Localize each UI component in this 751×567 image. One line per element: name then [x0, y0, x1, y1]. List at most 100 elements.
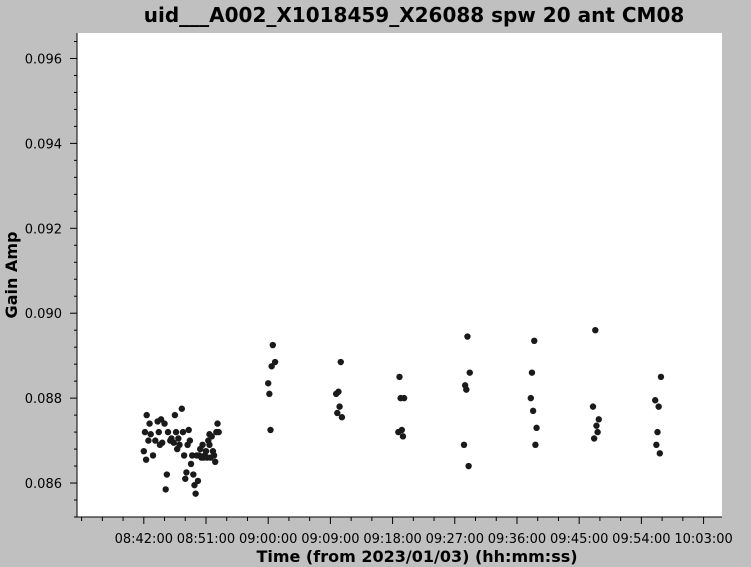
- data-point: [268, 363, 275, 370]
- data-point: [593, 422, 600, 429]
- data-point: [651, 397, 659, 404]
- data-point: [155, 428, 162, 436]
- y-tick-label: 0.086: [25, 477, 62, 492]
- data-point: [157, 416, 165, 423]
- data-points: [140, 326, 665, 497]
- y-axis-ticks: 0.086 0.088 0.090 0.092 0.094 0.096: [25, 40, 77, 518]
- data-point: [210, 452, 218, 459]
- data-point: [171, 411, 179, 419]
- data-point: [528, 369, 536, 376]
- y-tick-label: 0.088: [25, 392, 62, 407]
- data-point: [146, 420, 153, 427]
- data-point: [463, 386, 470, 393]
- x-tick-label: 08:42:00: [115, 532, 173, 547]
- data-point: [145, 437, 152, 444]
- y-tick-label: 0.092: [25, 222, 62, 237]
- data-point: [466, 369, 473, 376]
- data-point: [212, 458, 219, 466]
- data-point: [178, 405, 186, 412]
- x-axis-label: Time (from 2023/01/03) (hh:mm:ss): [256, 547, 577, 566]
- data-point: [400, 394, 408, 402]
- data-point: [592, 326, 599, 334]
- data-point: [595, 416, 602, 423]
- data-point: [147, 431, 154, 438]
- data-point: [172, 428, 180, 436]
- data-point: [532, 441, 539, 449]
- data-point: [187, 460, 195, 468]
- x-axis-ticks: 08:42:00 08:51:00 09:00:00 09:09:00 09:18:00…: [81, 517, 733, 547]
- y-tick-label: 0.094: [25, 137, 62, 152]
- data-point: [269, 341, 277, 349]
- data-point: [159, 439, 166, 446]
- data-point: [336, 403, 343, 410]
- data-point: [149, 452, 157, 459]
- y-tick-label: 0.090: [25, 307, 62, 322]
- data-point: [161, 420, 168, 427]
- x-tick-label: 09:27:00: [426, 532, 484, 547]
- data-point: [594, 428, 601, 436]
- data-point: [533, 424, 540, 432]
- data-point: [335, 388, 342, 395]
- data-point: [163, 471, 171, 478]
- data-point: [152, 437, 159, 444]
- data-point: [185, 426, 192, 434]
- data-point: [531, 337, 538, 345]
- x-tick-label: 10:03:00: [674, 532, 732, 547]
- data-point: [186, 437, 194, 444]
- data-point: [180, 452, 188, 459]
- x-tick-label: 08:51:00: [177, 532, 235, 547]
- data-point: [170, 439, 177, 446]
- data-point: [654, 428, 661, 436]
- data-point: [206, 441, 213, 449]
- x-tick-label: 09:45:00: [550, 532, 608, 547]
- data-point: [143, 411, 150, 419]
- data-point: [191, 481, 198, 489]
- data-point: [164, 428, 172, 436]
- plot-area: [77, 33, 722, 517]
- data-point: [188, 452, 196, 459]
- x-tick-label: 09:54:00: [612, 532, 670, 547]
- data-point: [199, 441, 206, 449]
- data-point: [337, 358, 344, 366]
- data-point: [192, 490, 199, 497]
- x-tick-label: 09:36:00: [488, 532, 546, 547]
- data-point: [399, 433, 407, 440]
- data-point: [183, 469, 190, 476]
- chart-title: uid___A002_X1018459_X26088 spw 20 ant CM…: [144, 3, 685, 27]
- x-tick-label: 09:09:00: [301, 532, 359, 547]
- data-point: [194, 477, 202, 485]
- data-point: [656, 450, 664, 457]
- data-point: [176, 441, 183, 449]
- data-point: [338, 414, 346, 421]
- data-point: [141, 428, 149, 436]
- x-tick-label: 09:00:00: [239, 532, 297, 547]
- data-point: [179, 428, 187, 436]
- data-point: [589, 403, 597, 410]
- data-point: [460, 441, 468, 449]
- data-point: [206, 431, 213, 438]
- data-point: [175, 435, 182, 442]
- data-point: [264, 380, 272, 387]
- data-point: [464, 333, 471, 340]
- data-point: [142, 456, 150, 463]
- data-point: [465, 462, 472, 470]
- data-point: [527, 394, 535, 402]
- data-point: [182, 475, 189, 482]
- data-point: [162, 486, 169, 493]
- y-axis-label: Gain Amp: [2, 232, 21, 319]
- data-point: [266, 390, 273, 398]
- data-point: [334, 409, 341, 417]
- data-point: [140, 447, 148, 455]
- data-point: [271, 358, 279, 366]
- data-point: [655, 403, 662, 410]
- x-tick-label: 09:18:00: [363, 532, 421, 547]
- data-point: [215, 428, 222, 436]
- y-tick-label: 0.096: [25, 52, 62, 67]
- data-point: [398, 426, 406, 434]
- data-point: [396, 373, 403, 381]
- data-point: [529, 407, 537, 415]
- data-point: [267, 426, 274, 434]
- data-point: [190, 471, 197, 478]
- data-point: [653, 441, 660, 449]
